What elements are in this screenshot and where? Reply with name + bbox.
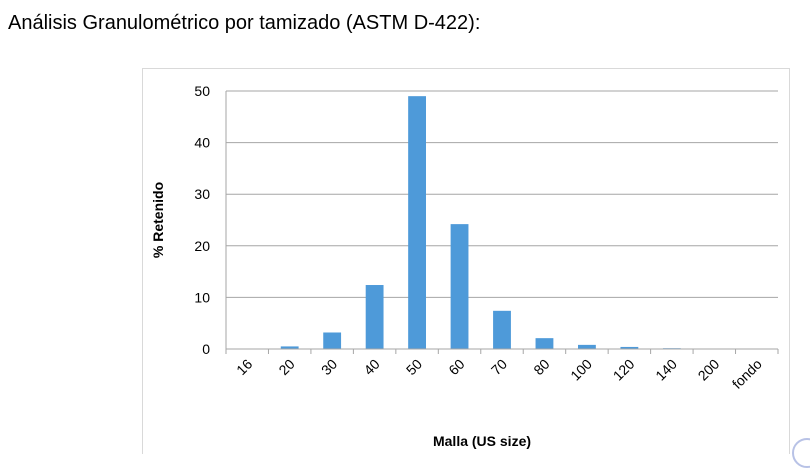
x-tick-label: 70 [488, 356, 510, 378]
x-tick-label: 80 [530, 356, 552, 378]
y-tick-label: 20 [194, 238, 210, 254]
chart-frame: 0 10 20 30 40 50 16 20 30 40 50 60 70 80 100 120 140 200… [142, 68, 790, 454]
y-tick-label: 40 [194, 135, 210, 151]
x-tick-label: 40 [360, 356, 382, 378]
y-axis-title: % Retenido [150, 182, 166, 258]
x-tick-label: 30 [318, 356, 340, 378]
x-tick-label: 60 [445, 356, 467, 378]
bar-60 [451, 224, 469, 349]
x-tick-label: 120 [610, 356, 638, 384]
bar-70 [493, 311, 511, 349]
x-tick-label: 200 [695, 356, 723, 384]
x-tick-label: 140 [652, 356, 680, 384]
x-tick-label: fondo [729, 356, 765, 392]
y-tick-label: 0 [202, 341, 210, 357]
bar-30 [323, 332, 341, 349]
x-tick-label: 100 [567, 356, 595, 384]
x-axis-title: Malla (US size) [433, 433, 531, 449]
bars [281, 96, 766, 349]
y-tick-label: 10 [194, 289, 210, 305]
x-tick-label: 16 [233, 356, 255, 378]
page-title: Análisis Granulométrico por tamizado (AS… [8, 12, 480, 35]
x-tick-label: 20 [275, 356, 297, 378]
bar-80 [536, 338, 554, 349]
gridlines [226, 91, 778, 297]
y-tick-labels: 0 10 20 30 40 50 [194, 83, 210, 357]
y-tick-label: 50 [194, 83, 210, 99]
bar-chart: 0 10 20 30 40 50 16 20 30 40 50 60 70 80 100 120 140 200… [143, 69, 791, 455]
bar-50 [408, 96, 426, 349]
bar-40 [366, 285, 384, 349]
y-tick-label: 30 [194, 186, 210, 202]
bar-100 [578, 345, 596, 349]
x-tick-label: 50 [403, 356, 425, 378]
